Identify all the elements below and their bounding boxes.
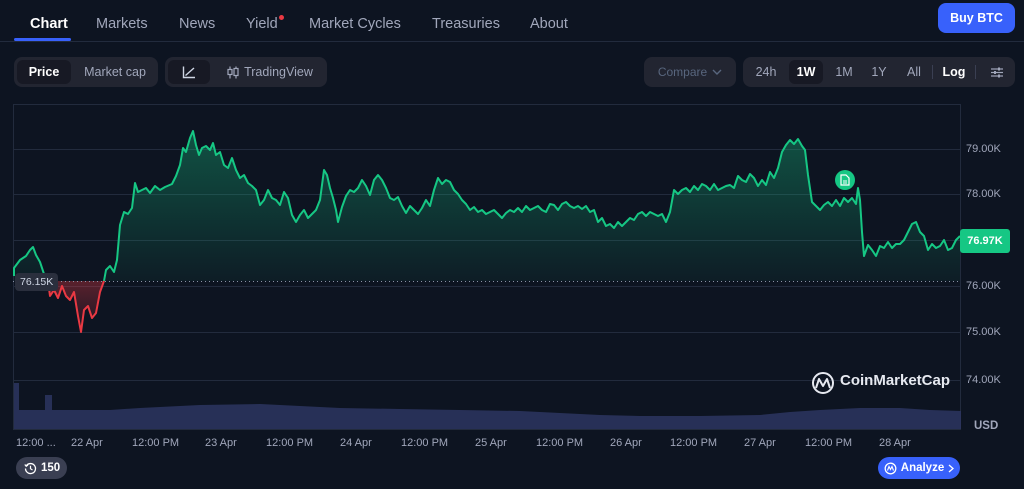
top-nav: Chart Markets News Yield Market Cycles T… bbox=[0, 0, 1024, 42]
x-tick: 12:00 PM bbox=[266, 437, 314, 449]
line-chart-button[interactable] bbox=[168, 60, 210, 84]
y-tick: 78.00K bbox=[966, 188, 1001, 200]
y-tick: 75.00K bbox=[966, 326, 1001, 338]
x-tick: 22 Apr bbox=[71, 437, 103, 449]
x-tick: 12:00 PM bbox=[132, 437, 180, 449]
x-tick: 25 Apr bbox=[475, 437, 507, 449]
watermark-text: CoinMarketCap bbox=[840, 372, 951, 389]
sliders-icon bbox=[991, 67, 1003, 77]
compare-label: Compare bbox=[657, 65, 708, 79]
range-all[interactable]: All bbox=[907, 65, 921, 79]
coinmarketcap-logo-icon bbox=[812, 372, 834, 394]
price-line-down bbox=[47, 280, 105, 333]
currency-label: USD bbox=[974, 420, 999, 432]
history-badge[interactable]: 150 bbox=[16, 457, 68, 479]
news-marker[interactable] bbox=[835, 170, 855, 190]
x-tick: 12:00 PM bbox=[670, 437, 718, 449]
chevron-down-icon bbox=[712, 69, 722, 75]
tab-chart[interactable]: Chart bbox=[30, 16, 68, 32]
price-line-up bbox=[13, 130, 961, 282]
volume-bars bbox=[14, 383, 961, 429]
document-icon bbox=[840, 174, 850, 186]
x-tick: 24 Apr bbox=[340, 437, 372, 449]
x-tick: 12:00 PM bbox=[536, 437, 584, 449]
x-tick: 28 Apr bbox=[879, 437, 911, 449]
divider bbox=[932, 65, 933, 79]
notification-dot bbox=[279, 15, 284, 20]
y-tick: 76.00K bbox=[966, 280, 1001, 292]
x-tick: 12:00 PM bbox=[401, 437, 449, 449]
range-1m[interactable]: 1M bbox=[835, 65, 853, 79]
coinmarketcap-watermark: CoinMarketCap bbox=[840, 372, 950, 389]
market-cap-option[interactable]: Market cap bbox=[84, 65, 146, 79]
tradingview-button[interactable]: TradingView bbox=[217, 60, 323, 84]
range-1y[interactable]: 1Y bbox=[871, 65, 887, 79]
tab-yield[interactable]: Yield bbox=[246, 16, 278, 32]
y-tick: 74.00K bbox=[966, 374, 1001, 386]
compare-dropdown[interactable]: Compare bbox=[644, 57, 736, 87]
buy-btc-button[interactable]: Buy BTC bbox=[938, 3, 1015, 33]
analyze-button[interactable]: Analyze bbox=[878, 457, 960, 479]
line-chart-icon bbox=[182, 66, 195, 79]
tradingview-label: TradingView bbox=[244, 65, 313, 79]
analyze-label: Analyze bbox=[900, 462, 945, 474]
y-tick: 79.00K bbox=[966, 143, 1001, 155]
chevron-right-icon bbox=[948, 464, 955, 472]
range-24h[interactable]: 24h bbox=[755, 65, 777, 79]
x-tick: 12:00 PM bbox=[805, 437, 853, 449]
x-tick: 27 Apr bbox=[744, 437, 776, 449]
divider bbox=[975, 65, 976, 79]
chart-type-toggle: TradingView bbox=[165, 57, 327, 87]
tab-news[interactable]: News bbox=[179, 16, 216, 32]
tab-treasuries[interactable]: Treasuries bbox=[432, 16, 500, 32]
x-tick: 12:00 ... bbox=[16, 437, 56, 449]
active-tab-indicator bbox=[14, 38, 71, 41]
metric-toggle: Price Market cap bbox=[14, 57, 158, 87]
history-count: 150 bbox=[41, 462, 61, 474]
x-tick: 26 Apr bbox=[610, 437, 642, 449]
price-option[interactable]: Price bbox=[17, 60, 71, 84]
range-1w[interactable]: 1W bbox=[789, 60, 823, 84]
x-tick: 23 Apr bbox=[205, 437, 237, 449]
candlestick-icon bbox=[227, 66, 239, 78]
log-toggle[interactable]: Log bbox=[942, 65, 966, 79]
range-selector: 24h 1W 1M 1Y All Log bbox=[743, 57, 1015, 87]
tab-market-cycles[interactable]: Market Cycles bbox=[309, 16, 401, 32]
chart-settings-button[interactable] bbox=[983, 60, 1011, 84]
current-price-tag: 76.97K bbox=[960, 229, 1010, 253]
cmc-ai-icon bbox=[884, 462, 897, 474]
tab-about[interactable]: About bbox=[530, 16, 568, 32]
tab-markets[interactable]: Markets bbox=[96, 16, 148, 32]
baseline-price-tag[interactable]: 76.15K bbox=[15, 273, 59, 291]
history-icon bbox=[24, 462, 37, 474]
